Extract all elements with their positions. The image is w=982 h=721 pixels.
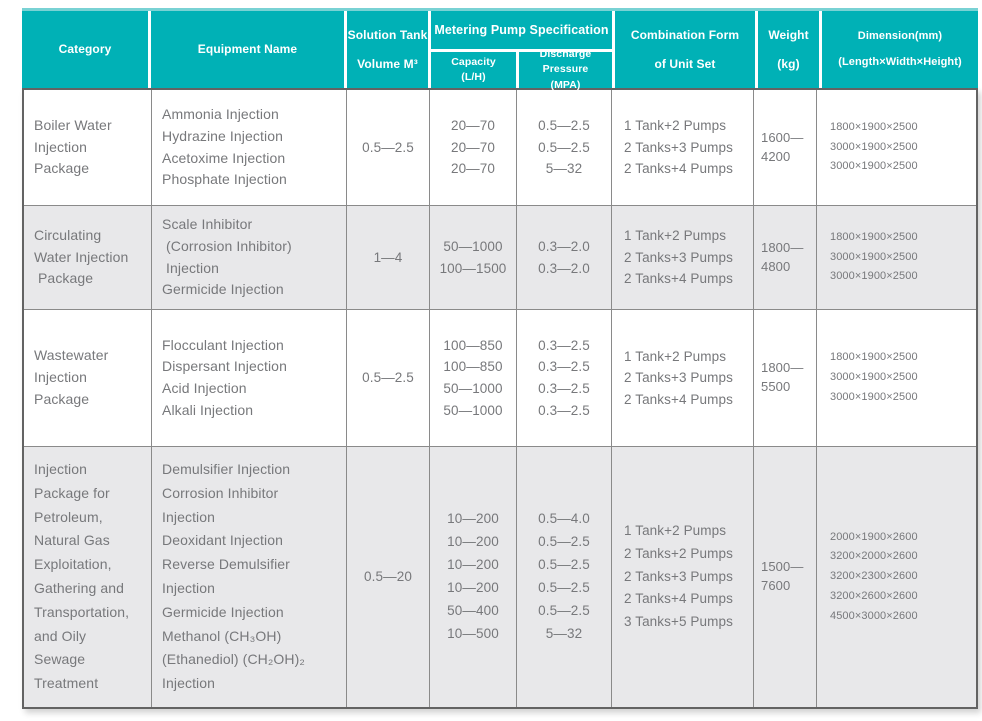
header-dimension: Dimension(mm) (Length×Width×Height) [822, 11, 978, 88]
dimension-cell: 1800×1900×2500 3000×1900×2500 3000×1900×… [817, 310, 976, 446]
weight-cell: 1800— 4800 [754, 206, 816, 309]
discharge-pressure-cell: 0.3—2.5 0.3—2.5 0.3—2.5 0.3—2.5 [517, 310, 611, 446]
header-weight: Weight (kg) [758, 11, 819, 88]
tank-volume-cell: 0.5—20 [347, 447, 429, 707]
dimension-cell: 2000×1900×2600 3200×2000×2600 3200×2300×… [817, 447, 976, 707]
capacity-cell: 50—1000 100—1500 [430, 206, 516, 309]
equipment-cell: Flocculant Injection Dispersant Injectio… [152, 310, 346, 446]
combination-cell: 1 Tank+2 Pumps 2 Tanks+3 Pumps 2 Tanks+4… [612, 90, 753, 205]
header-discharge-pressure: Discharge Pressure (MPA) [519, 48, 612, 91]
tank-volume-cell: 0.5—2.5 [347, 310, 429, 446]
tank-volume-cell: 1—4 [347, 206, 429, 309]
weight-cell: 1600— 4200 [754, 90, 816, 205]
dimension-cell: 1800×1900×2500 3000×1900×2500 3000×1900×… [817, 206, 976, 309]
table-body: Boiler Water Injection Package Ammonia I… [22, 88, 978, 709]
equipment-cell: Demulsifier Injection Corrosion Inhibito… [152, 447, 346, 707]
header-equipment-name: Equipment Name [151, 11, 344, 88]
header-combination-form: Combination Form of Unit Set [615, 11, 755, 88]
category-cell: Boiler Water Injection Package [24, 90, 151, 205]
combination-cell: 1 Tank+2 Pumps 2 Tanks+3 Pumps 2 Tanks+4… [612, 310, 753, 446]
category-cell: Circulating Water Injection Package [24, 206, 151, 309]
header-category: Category [22, 11, 148, 88]
discharge-pressure-cell: 0.3—2.0 0.3—2.0 [517, 206, 611, 309]
combination-cell: 1 Tank+2 Pumps 2 Tanks+2 Pumps 2 Tanks+3… [612, 447, 753, 707]
weight-cell: 1800— 5500 [754, 310, 816, 446]
equipment-cell: Scale Inhibitor (Corrosion Inhibitor) In… [152, 206, 346, 309]
capacity-cell: 100—850 100—850 50—1000 50—1000 [430, 310, 516, 446]
discharge-pressure-cell: 0.5—2.5 0.5—2.5 5—32 [517, 90, 611, 205]
header-accent-strip [22, 8, 978, 11]
capacity-cell: 10—200 10—200 10—200 10—200 50—400 10—50… [430, 447, 516, 707]
capacity-cell: 20—70 20—70 20—70 [430, 90, 516, 205]
header-tank-volume: Solution Tank Volume M³ [347, 11, 428, 88]
equipment-cell: Ammonia Injection Hydrazine Injection Ac… [152, 90, 346, 205]
dimension-cell: 1800×1900×2500 3000×1900×2500 3000×1900×… [817, 90, 976, 205]
weight-cell: 1500— 7600 [754, 447, 816, 707]
category-cell: Wastewater Injection Package [24, 310, 151, 446]
table-header: Category Equipment Name Solution Tank Vo… [22, 11, 978, 91]
category-cell: Injection Package for Petroleum, Natural… [24, 447, 151, 707]
discharge-pressure-cell: 0.5—4.0 0.5—2.5 0.5—2.5 0.5—2.5 0.5—2.5 … [517, 447, 611, 707]
header-capacity: Capacity (L/H) [431, 52, 516, 88]
combination-cell: 1 Tank+2 Pumps 2 Tanks+3 Pumps 2 Tanks+4… [612, 206, 753, 309]
header-pump-spec: Metering Pump Specification [431, 11, 612, 49]
injection-package-spec-table: Category Equipment Name Solution Tank Vo… [22, 8, 978, 709]
tank-volume-cell: 0.5—2.5 [347, 90, 429, 205]
